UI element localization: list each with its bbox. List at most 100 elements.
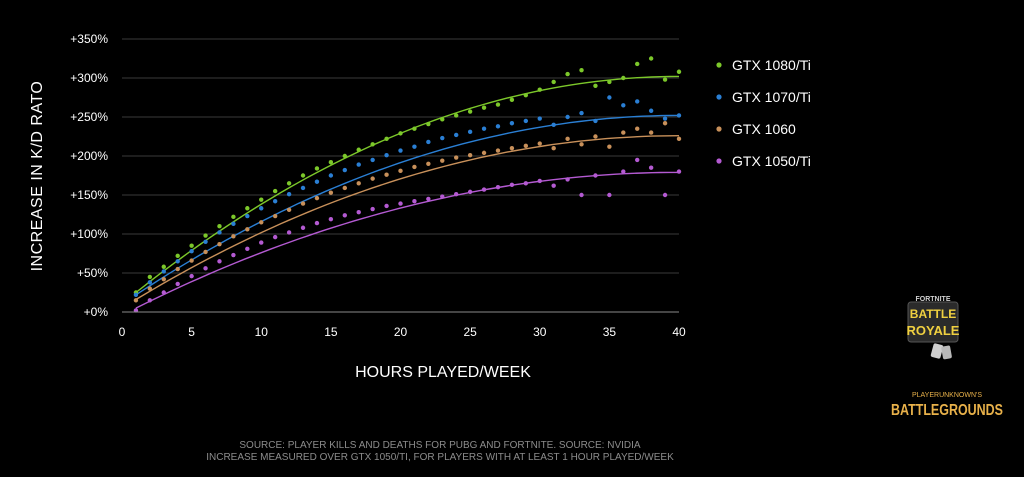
data-point <box>635 61 640 67</box>
data-point <box>328 190 334 195</box>
data-point <box>440 194 445 199</box>
data-point <box>259 206 264 211</box>
data-point <box>593 118 598 124</box>
data-point <box>440 117 445 122</box>
data-point <box>370 142 375 147</box>
data-point <box>300 185 306 191</box>
data-point <box>607 144 612 149</box>
data-point <box>231 234 236 239</box>
data-point <box>356 209 361 215</box>
data-point <box>300 225 306 230</box>
data-point <box>467 189 473 195</box>
data-point <box>607 95 612 100</box>
data-point <box>537 178 542 184</box>
data-point <box>231 221 236 227</box>
data-point <box>245 246 250 252</box>
data-point <box>342 167 347 173</box>
data-point <box>551 183 556 188</box>
data-point <box>676 69 682 74</box>
data-point <box>314 166 320 171</box>
data-point <box>245 206 250 211</box>
data-point <box>161 269 166 274</box>
legend-label: GTX 1080/Ti <box>732 57 811 73</box>
data-point <box>495 148 501 153</box>
data-point <box>593 173 598 178</box>
legend-marker <box>716 126 722 132</box>
data-point <box>203 233 208 238</box>
trendline <box>135 135 680 301</box>
data-point <box>621 169 626 174</box>
data-point <box>676 169 682 174</box>
legend-marker <box>716 158 722 164</box>
data-point <box>342 185 347 191</box>
data-point <box>593 83 598 89</box>
y-tick-label: +100% <box>70 227 108 241</box>
data-point <box>454 192 459 197</box>
data-point <box>217 259 222 264</box>
y-tick-label: +50% <box>77 266 108 280</box>
data-point <box>286 230 292 235</box>
data-point <box>217 224 222 229</box>
data-point <box>481 187 487 192</box>
data-point <box>551 122 556 128</box>
data-point <box>537 87 542 92</box>
data-point <box>551 146 556 151</box>
data-point <box>454 113 459 118</box>
data-point <box>328 173 334 178</box>
data-point <box>175 259 180 264</box>
data-point <box>579 110 584 116</box>
source-line-2: INCREASE MEASURED OVER GTX 1050/TI, FOR … <box>206 452 674 463</box>
data-point <box>328 216 334 222</box>
x-tick-label: 35 <box>603 325 617 339</box>
data-point <box>286 207 292 213</box>
data-point <box>189 248 194 254</box>
data-point <box>607 79 612 85</box>
data-point <box>426 121 431 127</box>
data-point <box>203 239 208 244</box>
data-point <box>147 286 153 291</box>
data-point <box>579 142 584 147</box>
data-point <box>467 153 473 158</box>
fortnite-battle-royale-logo: FORTNITE BATTLE ROYALE <box>902 296 964 368</box>
x-tick-label: 25 <box>463 325 477 339</box>
data-point <box>426 196 431 202</box>
data-point <box>565 136 570 142</box>
data-point <box>272 188 278 194</box>
data-point <box>217 230 222 235</box>
data-point <box>648 108 654 113</box>
x-tick-label: 5 <box>188 325 195 339</box>
data-point <box>384 153 389 158</box>
data-point <box>412 126 417 131</box>
y-tick-label: +350% <box>70 32 108 46</box>
data-point <box>426 139 431 145</box>
data-point <box>662 192 668 198</box>
data-point <box>314 195 320 201</box>
data-point <box>286 181 292 186</box>
data-point <box>300 201 306 206</box>
fortnite-logo-line1: BATTLE <box>910 307 956 321</box>
data-point <box>523 143 529 149</box>
data-point <box>676 136 682 142</box>
x-tick-label: 15 <box>324 325 338 339</box>
data-point <box>384 203 389 209</box>
data-point <box>412 144 417 149</box>
data-point <box>481 105 487 110</box>
data-point <box>342 153 347 159</box>
data-point <box>189 258 194 263</box>
data-point <box>272 199 278 204</box>
data-point <box>662 116 668 121</box>
data-point <box>245 227 250 232</box>
data-point <box>662 77 668 82</box>
data-point <box>467 109 473 114</box>
y-tick-labels: +0% +50% +100% +150% +200% +250% +300% +350% <box>70 32 108 319</box>
data-point <box>300 173 306 178</box>
data-point <box>509 97 515 103</box>
legend-label: GTX 1060 <box>732 121 796 137</box>
legend-marker <box>716 62 722 68</box>
data-point <box>217 241 222 247</box>
data-point <box>370 176 375 181</box>
data-point <box>579 192 584 198</box>
data-point <box>509 182 515 188</box>
data-point <box>662 121 668 126</box>
